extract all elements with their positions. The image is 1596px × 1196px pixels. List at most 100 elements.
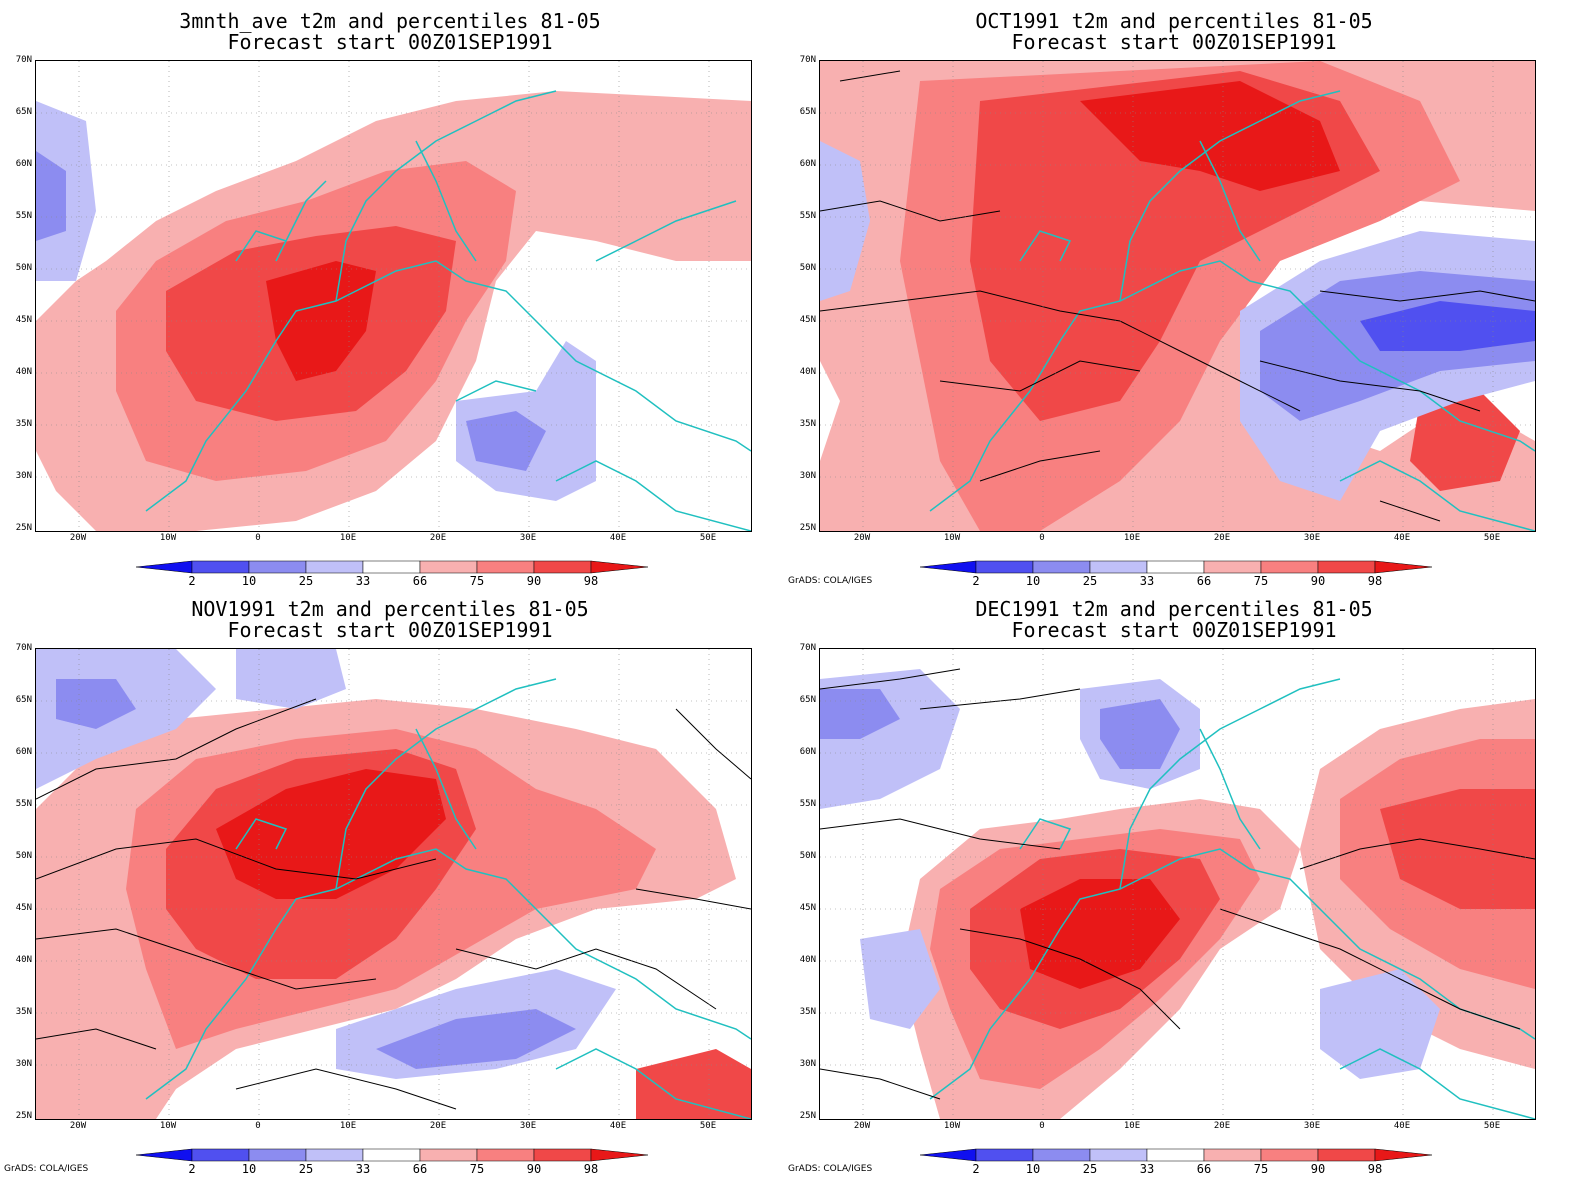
- lon-label: 40E: [609, 533, 627, 543]
- lat-label: 25N: [799, 523, 816, 533]
- colorbar-label: 2: [188, 1162, 196, 1176]
- lon-label: 40E: [609, 1121, 627, 1131]
- colorbar-segment: [1203, 560, 1262, 574]
- colorbar-segment: [1146, 1148, 1205, 1162]
- grads-credit: GrADS: COLA/IGES: [4, 1164, 89, 1174]
- lon-label: 0: [1039, 533, 1045, 543]
- colorbar-label: 10: [1025, 1162, 1041, 1176]
- colorbar-segment: [1374, 560, 1433, 574]
- lat-label: 65N: [799, 107, 816, 117]
- lon-label: 30E: [1303, 533, 1321, 543]
- cold-anomaly-33-sw: [860, 929, 940, 1029]
- lon-label: 10E: [339, 533, 357, 543]
- graticule: [820, 61, 1535, 531]
- lat-label: 50N: [799, 851, 816, 861]
- colorbar-label: 2: [972, 1162, 980, 1176]
- warm-anomaly-98: [216, 769, 446, 899]
- lat-label: 50N: [15, 851, 32, 861]
- cold-anomaly-25: [36, 151, 66, 241]
- warm-anomaly-east: [1410, 391, 1520, 491]
- colorbar-segment: [1374, 1148, 1433, 1162]
- lon-label: 20W: [853, 1121, 871, 1131]
- colorbar-segment: [1032, 1148, 1091, 1162]
- lat-label: 30N: [799, 1059, 816, 1069]
- colorbar-label: 98: [1367, 1162, 1383, 1176]
- colorbar-segment: [1089, 560, 1148, 574]
- lon-label: 0: [1039, 1121, 1045, 1131]
- colorbar-label: 90: [526, 1162, 542, 1176]
- colorbar-label: 33: [1139, 1162, 1155, 1176]
- lat-label: 45N: [799, 315, 816, 325]
- warm-anomaly-se: [636, 1049, 751, 1119]
- lat-label: 30N: [15, 471, 32, 481]
- warm-anomaly-90-east: [1380, 789, 1535, 909]
- colorbar-segment: [476, 1148, 535, 1162]
- colorbar-label: 66: [1196, 1162, 1212, 1176]
- lat-label: 35N: [799, 1007, 816, 1017]
- colorbar-label: 66: [412, 1162, 428, 1176]
- colorbar-segment: [919, 1148, 977, 1162]
- lon-label: 0: [255, 533, 261, 543]
- lon-label: 10W: [943, 1121, 961, 1131]
- cold-anomaly-33-se: [1320, 969, 1440, 1079]
- lat-label: 40N: [15, 367, 32, 377]
- colorbar-segment: [191, 1148, 250, 1162]
- colorbar-segment: [135, 1148, 193, 1162]
- colorbar-label: 33: [355, 574, 371, 588]
- warm-anomaly-98: [1080, 81, 1340, 191]
- coastline: [145, 678, 751, 1119]
- panel-subtitle-3: Forecast start 00Z01SEP1991: [227, 618, 553, 642]
- lat-label: 25N: [799, 1111, 816, 1121]
- lon-label: 20E: [1213, 1121, 1231, 1131]
- coastline: [929, 90, 1535, 531]
- cold-anomaly-25: [820, 689, 900, 739]
- temperature-contours: [820, 70, 1535, 522]
- lon-label: 50E: [699, 1121, 717, 1131]
- colorbar-label: 25: [1082, 574, 1098, 588]
- lon-label: 10E: [1123, 1121, 1141, 1131]
- colorbar-label: 25: [298, 1162, 314, 1176]
- lat-label: 55N: [15, 211, 32, 221]
- colorbar-label: 90: [1310, 574, 1326, 588]
- grads-credit: GrADS: COLA/IGES: [788, 576, 873, 586]
- colorbar-segment: [476, 560, 535, 574]
- colorbar-segment: [533, 560, 592, 574]
- lon-label: 20E: [1213, 533, 1231, 543]
- colorbar-label: 66: [1196, 574, 1212, 588]
- lon-label: 10W: [159, 533, 177, 543]
- lat-label: 60N: [799, 747, 816, 757]
- lon-label: 10E: [339, 1121, 357, 1131]
- graticule: [36, 61, 751, 531]
- colorbar-segment: [419, 1148, 478, 1162]
- lat-label: 40N: [799, 367, 816, 377]
- panel-title-4: DEC1991 t2m and percentiles 81-05: [975, 597, 1373, 621]
- colorbar-label: 75: [469, 1162, 485, 1176]
- lat-label: 35N: [15, 419, 32, 429]
- colorbar-segment: [362, 1148, 421, 1162]
- panel-title-2: OCT1991 t2m and percentiles 81-05: [975, 9, 1373, 33]
- lon-label: 20W: [853, 533, 871, 543]
- lon-label: 0: [255, 1121, 261, 1131]
- colorbar-label: 33: [355, 1162, 371, 1176]
- colorbar-label: 33: [1139, 574, 1155, 588]
- lat-label: 45N: [15, 315, 32, 325]
- lat-label: 60N: [15, 159, 32, 169]
- lat-label: 55N: [799, 211, 816, 221]
- colorbar-label: 10: [241, 574, 257, 588]
- lat-label: 60N: [799, 159, 816, 169]
- lat-label: 30N: [799, 471, 816, 481]
- cold-anomaly-25-north: [1100, 699, 1180, 769]
- lon-label: 30E: [1303, 1121, 1321, 1131]
- colorbar-segment: [533, 1148, 592, 1162]
- lat-label: 25N: [15, 523, 32, 533]
- colorbar-segment: [191, 560, 250, 574]
- lon-label: 50E: [1483, 533, 1501, 543]
- lat-label: 70N: [15, 643, 32, 653]
- colorbar-segment: [1203, 1148, 1262, 1162]
- panel-subtitle-1: Forecast start 00Z01SEP1991: [227, 30, 553, 54]
- cold-anomaly-25-east: [466, 411, 546, 471]
- colorbar-segment: [248, 1148, 307, 1162]
- warm-anomaly-98: [1020, 879, 1180, 989]
- colorbar-segment: [919, 560, 977, 574]
- colorbar-segment: [1317, 1148, 1376, 1162]
